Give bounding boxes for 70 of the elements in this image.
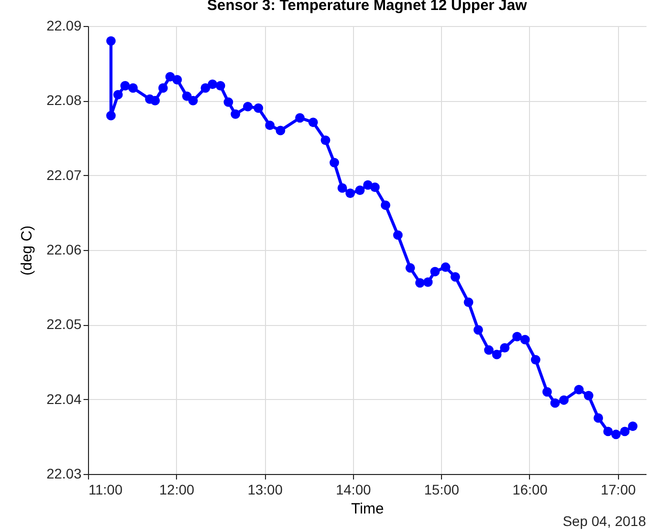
- point: [474, 325, 483, 335]
- point: [345, 188, 355, 198]
- text: Sep 04, 2018: [562, 513, 646, 529]
- point: [500, 343, 510, 353]
- point: [338, 183, 348, 193]
- point: [406, 263, 416, 273]
- point: [320, 136, 330, 145]
- point: [355, 186, 365, 195]
- point: [423, 277, 433, 287]
- point: [188, 96, 198, 106]
- point: [230, 109, 240, 119]
- point: [182, 91, 192, 101]
- point: [172, 75, 182, 84]
- point: [216, 81, 226, 90]
- y-tick-label: 22.03: [46, 466, 82, 482]
- point: [295, 113, 305, 123]
- point: [308, 118, 318, 128]
- point: [484, 345, 494, 355]
- point: [594, 413, 604, 423]
- y-tick-label: 22.07: [46, 166, 82, 183]
- point: [440, 262, 450, 272]
- x-tick-label: 12:00: [159, 482, 195, 498]
- x-tick-label: 14:00: [336, 482, 372, 498]
- point: [574, 384, 584, 394]
- x-tick-label: 17:00: [600, 482, 636, 498]
- y-tick-label: 22.05: [46, 316, 82, 332]
- x-axis-title: Time: [351, 500, 384, 518]
- point: [243, 102, 253, 112]
- y-tick-label: 22.04: [46, 390, 82, 407]
- point: [520, 334, 530, 344]
- point: [224, 97, 234, 107]
- point: [492, 350, 502, 360]
- point: [370, 182, 380, 192]
- point: [559, 395, 569, 405]
- point: [208, 80, 218, 89]
- point: [158, 83, 168, 93]
- point: [330, 158, 340, 168]
- point: [550, 398, 560, 408]
- point: [542, 387, 552, 397]
- point: [128, 83, 138, 93]
- point: [380, 200, 390, 210]
- point: [106, 110, 116, 120]
- point: [450, 272, 460, 282]
- point: [200, 83, 210, 93]
- point: [113, 90, 123, 100]
- point: [415, 278, 425, 288]
- point: [611, 430, 621, 440]
- point: [628, 421, 638, 431]
- point: [620, 426, 630, 436]
- point: [150, 96, 160, 106]
- y-tick-label: 22.08: [46, 92, 82, 108]
- y-axis-title: (deg C): [18, 225, 36, 276]
- point: [106, 36, 116, 46]
- point: [120, 81, 130, 90]
- y-tick-label: 22.06: [46, 242, 82, 258]
- x-tick-label: 15:00: [424, 482, 460, 498]
- point: [265, 120, 275, 130]
- x-tick-label: 11:00: [88, 482, 123, 498]
- point: [584, 390, 594, 400]
- point: [464, 298, 474, 307]
- point: [530, 355, 540, 364]
- point: [512, 332, 522, 342]
- y-tick-label: 22.09: [46, 18, 82, 34]
- x-tick-label: 13:00: [248, 482, 283, 498]
- point: [254, 103, 264, 113]
- point: [430, 266, 440, 276]
- point: [276, 126, 286, 136]
- point: [393, 230, 403, 240]
- point: [603, 426, 613, 436]
- x-tick-label: 16:00: [512, 482, 548, 498]
